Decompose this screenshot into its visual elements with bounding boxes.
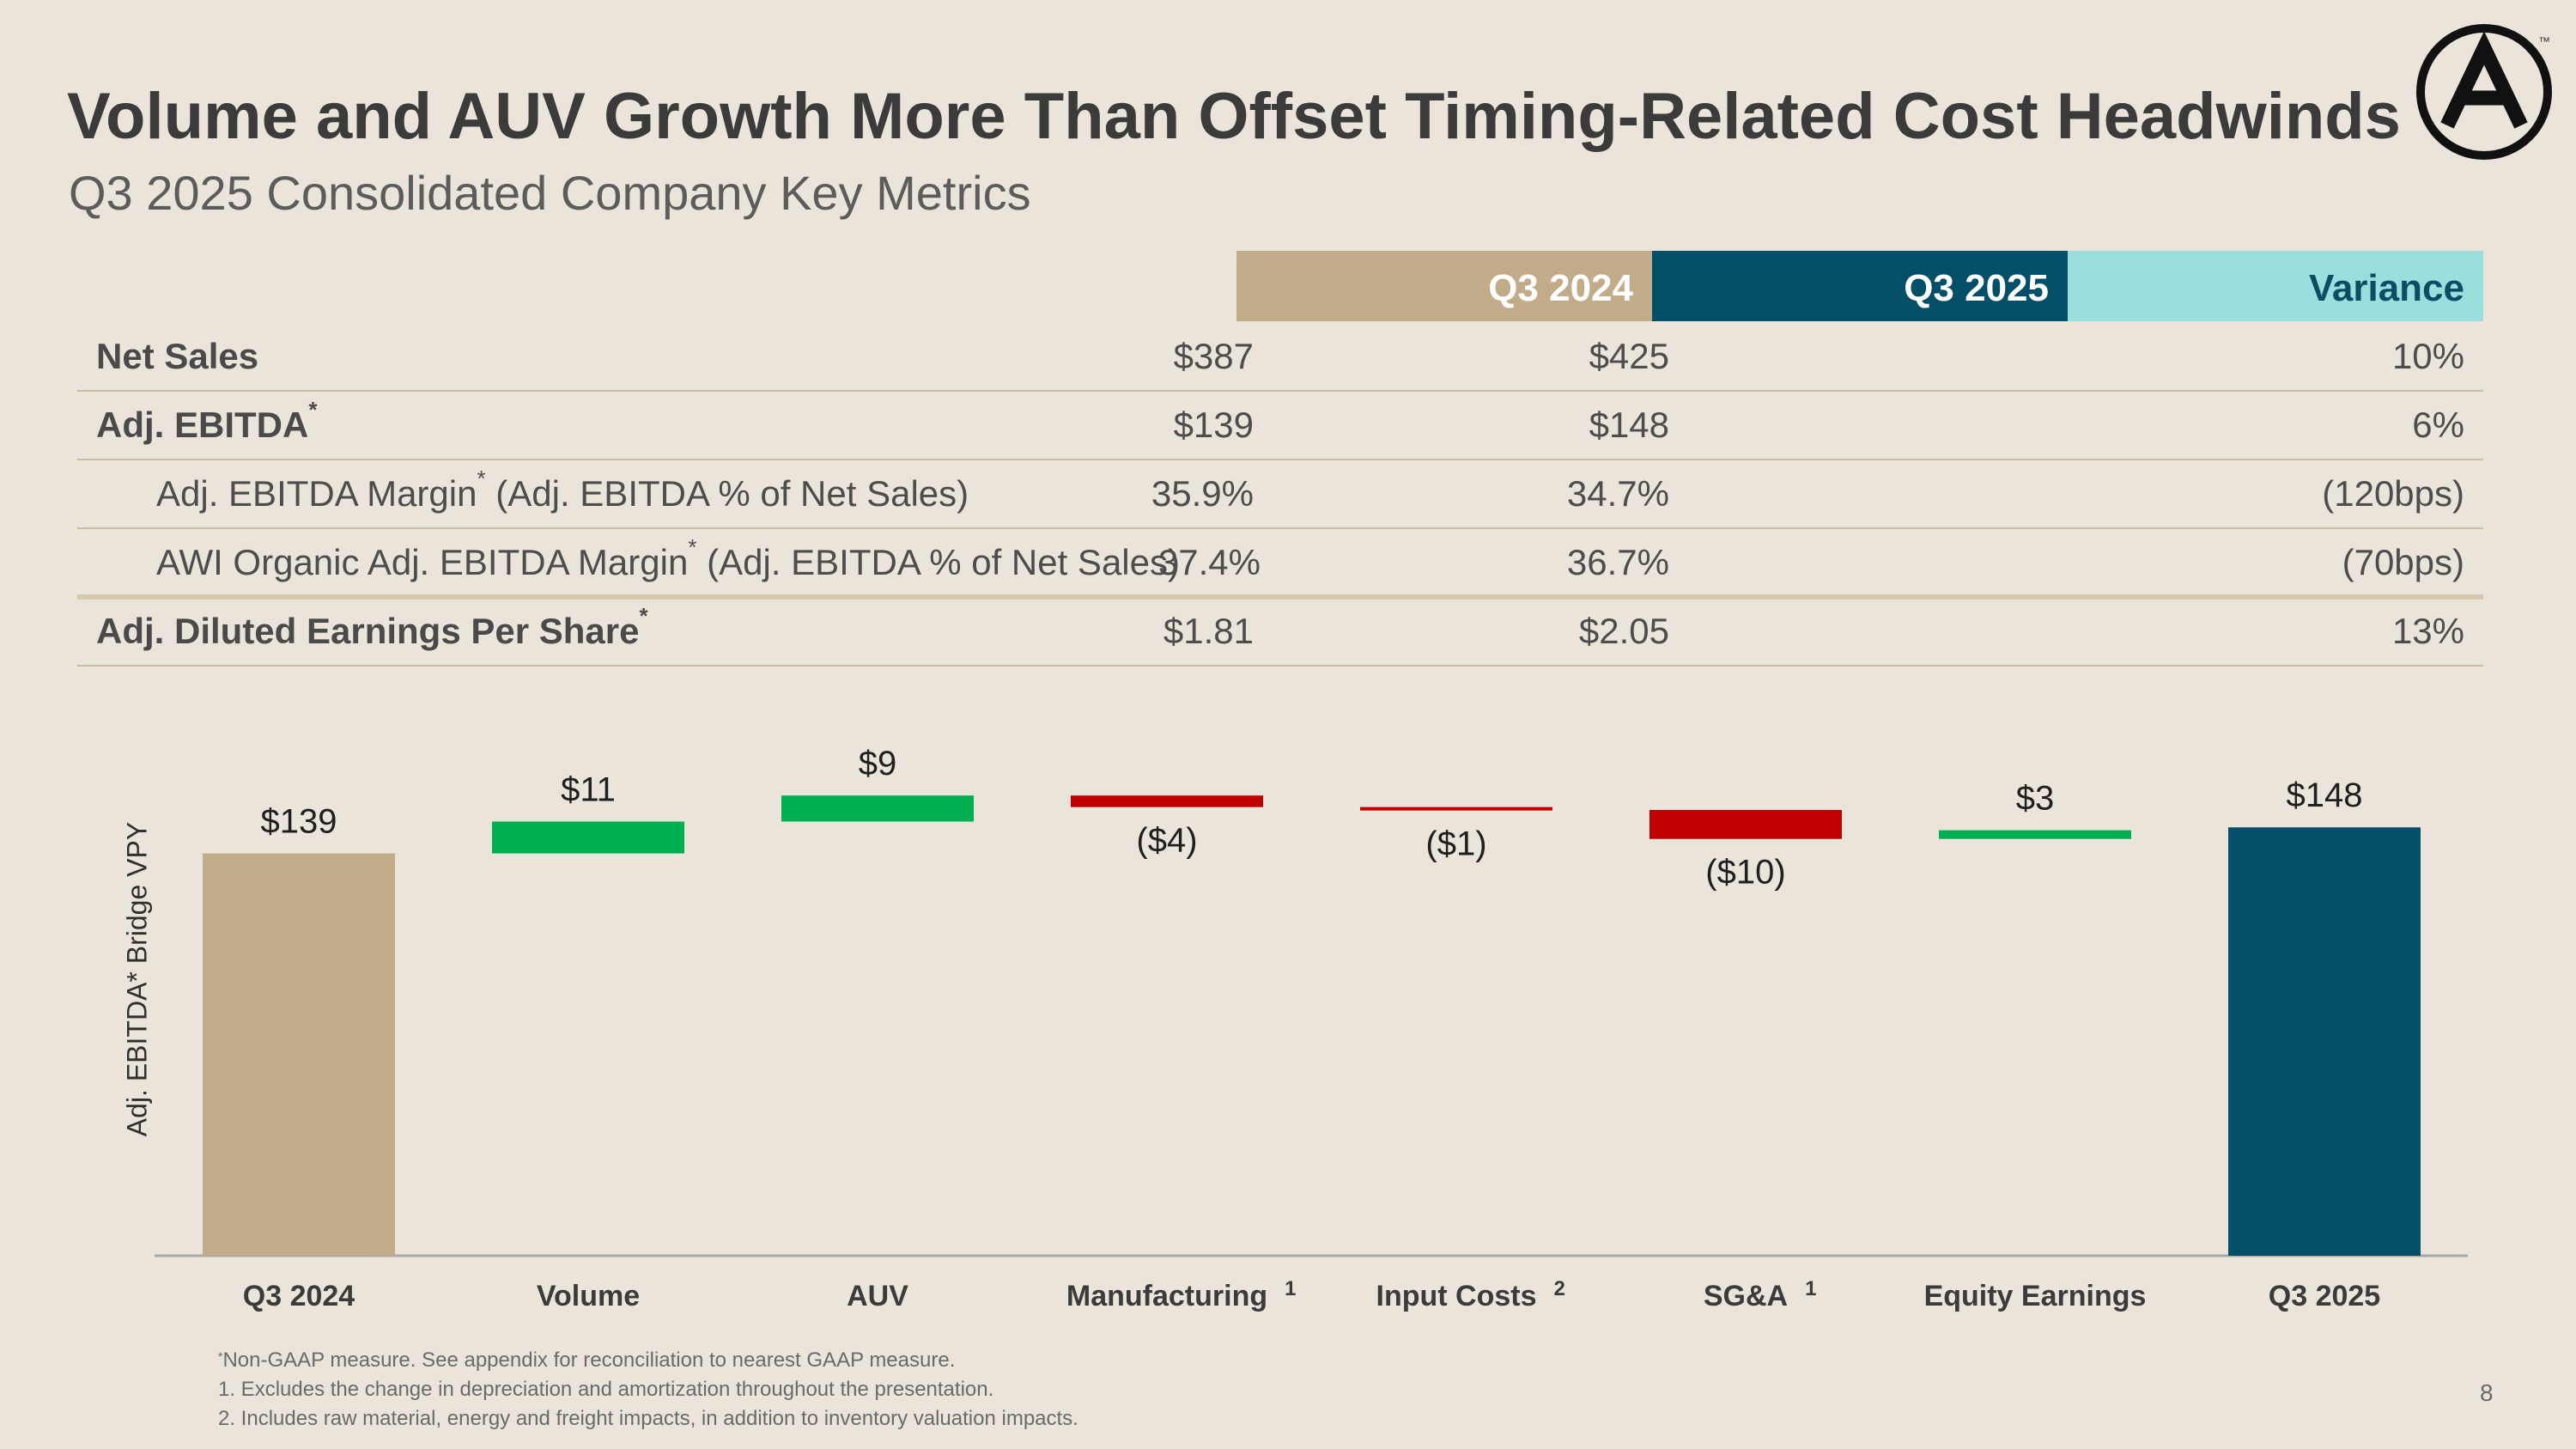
company-logo	[2416, 24, 2552, 160]
cell-q3-2025: $148	[1589, 405, 1669, 445]
table-row-awi-organic-margin: AWI Organic Adj. EBITDA Margin* (Adj. EB…	[77, 529, 2483, 600]
page-number: 8	[2480, 1379, 2494, 1406]
bar-equity-earnings	[1939, 830, 2131, 839]
row-label: Net Sales	[96, 336, 259, 376]
slide-subtitle: Q3 2025 Consolidated Company Key Metrics	[69, 166, 1031, 220]
cell-variance: 6%	[2412, 405, 2464, 445]
data-label-q3-2024: $139	[261, 803, 337, 841]
trademark-mark: ™	[2538, 34, 2550, 48]
row-label: Adj. EBITDA Margin* (Adj. EBITDA % of Ne…	[156, 466, 969, 514]
cell-variance: 13%	[2391, 611, 2464, 651]
category-footnote-sg-a: 1	[1805, 1277, 1816, 1300]
category-label-q3-2024: Q3 2024	[243, 1280, 355, 1312]
column-header-q3-2024: Q3 2024	[1236, 251, 1652, 321]
cell-q3-2024: $139	[1173, 405, 1254, 445]
footnote-1: 1. Excludes the change in depreciation a…	[218, 1378, 994, 1401]
bar-manufacturing	[1071, 795, 1263, 807]
category-label-manufacturing: Manufacturing	[1066, 1280, 1267, 1312]
bar-volume	[492, 821, 684, 854]
slide-title: Volume and AUV Growth More Than Offset T…	[67, 80, 2401, 153]
cell-q3-2025: $425	[1589, 336, 1669, 376]
column-header-variance: Variance	[2068, 251, 2483, 321]
category-label-volume: Volume	[537, 1280, 640, 1312]
row-label: Adj. EBITDA*	[96, 397, 318, 445]
bar-q3-2025	[2228, 827, 2421, 1256]
row-label: AWI Organic Adj. EBITDA Margin* (Adj. EB…	[156, 534, 1180, 582]
cell-q3-2025: 34.7%	[1566, 473, 1669, 514]
cell-q3-2025: 36.7%	[1566, 542, 1669, 582]
row-label: Adj. Diluted Earnings Per Share*	[96, 603, 648, 651]
table-row-net-sales: Net Sales $387 $425 10%	[77, 323, 2483, 392]
column-header-q3-2025: Q3 2025	[1652, 251, 2068, 321]
cell-q3-2024: $1.81	[1163, 611, 1254, 651]
cell-q3-2024: 35.9%	[1151, 473, 1254, 514]
cell-q3-2024: 37.4%	[1157, 542, 1261, 582]
data-label-sg-a: ($10)	[1705, 854, 1785, 892]
data-label-volume: $11	[561, 771, 616, 809]
table-row-adj-ebitda-margin: Adj. EBITDA Margin* (Adj. EBITDA % of Ne…	[77, 460, 2483, 529]
category-footnote-manufacturing: 1	[1285, 1277, 1296, 1300]
category-label-input-costs: Input Costs	[1376, 1280, 1537, 1312]
bar-input-costs	[1360, 807, 1552, 811]
table-row-adj-ebitda: Adj. EBITDA* $139 $148 6%	[77, 392, 2483, 460]
ebitda-bridge-chart: $139 Q3 2024 $11 Volume $9 AUV ($4) Manufacturi…	[155, 745, 2468, 1312]
data-label-input-costs: ($1)	[1425, 825, 1486, 863]
bar-auv	[781, 795, 974, 822]
category-footnote-input-costs: 2	[1553, 1277, 1564, 1300]
cell-variance: (120bps)	[2322, 473, 2464, 514]
cell-variance: 10%	[2391, 336, 2464, 376]
category-label-q3-2025: Q3 2025	[2269, 1280, 2380, 1312]
footnote-2: 2. Includes raw material, energy and fre…	[218, 1407, 1078, 1430]
data-label-equity-earnings: $3	[2016, 780, 2055, 818]
cell-variance: (70bps)	[2342, 542, 2464, 582]
table-row-adj-diluted-eps: Adj. Diluted Earnings Per Share* $1.81 $…	[77, 598, 2483, 667]
bar-sg-a	[1649, 810, 1842, 839]
category-label-sg-a: SG&A	[1704, 1280, 1788, 1312]
category-label-auv: AUV	[847, 1280, 908, 1312]
data-label-manufacturing: ($4)	[1136, 822, 1197, 860]
cell-q3-2025: $2.05	[1578, 611, 1669, 651]
data-label-q3-2025: $148	[2287, 776, 2363, 814]
bar-q3-2024	[203, 853, 395, 1256]
data-label-auv: $9	[859, 745, 897, 782]
cell-q3-2024: $387	[1173, 336, 1254, 376]
footnote-non-gaap: *Non-GAAP measure. See appendix for reco…	[218, 1349, 956, 1372]
category-label-equity-earnings: Equity Earnings	[1924, 1280, 2147, 1312]
